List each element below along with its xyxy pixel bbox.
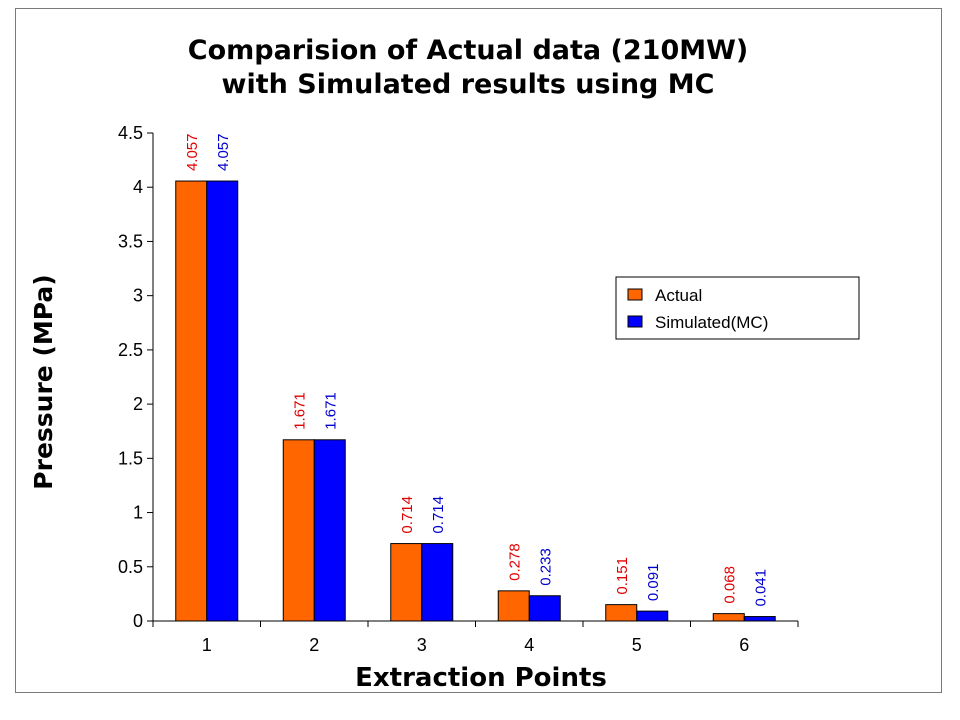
bar-simulated: [743, 616, 776, 622]
data-label-simulated: 0.041: [753, 569, 770, 607]
bar-actual: [712, 613, 745, 622]
bar-simulated: [313, 439, 346, 622]
y-tick-label: 3.5: [118, 231, 143, 251]
y-tick-label: 3: [133, 286, 143, 306]
data-label-actual: 0.151: [614, 557, 631, 595]
y-axis-title: Pressure (MPa): [29, 274, 58, 489]
x-tick-label: 6: [739, 635, 749, 655]
data-labels: 4.057 4.057 1.671 1.671 0.714 0.714 0.278 0.233…: [184, 133, 770, 606]
y-tick-label: 0.5: [118, 557, 143, 577]
x-axis-title: Extraction Points: [355, 663, 607, 692]
bar-actual: [175, 180, 208, 622]
x-tick-label: 4: [524, 635, 534, 655]
chart-frame: Comparision of Actual data (210MW) with …: [15, 8, 942, 693]
chart-title-line-1: Comparision of Actual data (210MW): [188, 35, 748, 66]
y-tick-label: 4.5: [118, 123, 143, 143]
bar-actual: [497, 590, 530, 622]
y-tick-label: 4: [133, 177, 143, 197]
bars: [175, 180, 776, 622]
x-axis: 1 2 3 4 5 6: [152, 620, 799, 655]
bar-actual: [282, 439, 315, 622]
data-label-simulated: 4.057: [215, 133, 232, 171]
bar-simulated: [528, 595, 561, 622]
x-tick-label: 3: [417, 635, 427, 655]
x-tick-label: 1: [202, 635, 212, 655]
data-label-actual: 0.068: [722, 566, 739, 604]
data-label-simulated: 0.091: [645, 564, 662, 602]
y-axis: 0 0.5 1 1.5 2 2.5 3 3.5 4 4.5: [118, 123, 154, 631]
bar-actual: [390, 543, 423, 622]
legend-label-simulated: Simulated(MC): [655, 313, 768, 332]
bar-simulated: [206, 180, 239, 622]
chart-title-line-2: with Simulated results using MC: [222, 69, 715, 100]
bar-simulated: [636, 610, 669, 622]
bar-chart: Comparision of Actual data (210MW) with …: [29, 35, 860, 692]
y-tick-label: 2.5: [118, 340, 143, 360]
legend-box: [615, 276, 860, 340]
y-tick-label: 2: [133, 394, 143, 414]
x-tick-label: 2: [309, 635, 319, 655]
y-tick-label: 1: [133, 503, 143, 523]
data-label-simulated: 0.714: [430, 496, 447, 534]
bar-actual: [605, 604, 638, 622]
legend: Actual Simulated(MC): [615, 276, 860, 340]
legend-swatch-simulated: [627, 315, 643, 328]
data-label-simulated: 1.671: [323, 392, 340, 430]
data-label-simulated: 0.233: [538, 548, 555, 586]
x-tick-label: 5: [632, 635, 642, 655]
data-label-actual: 0.714: [399, 496, 416, 534]
y-tick-label: 0: [133, 611, 143, 631]
bar-simulated: [421, 543, 454, 622]
legend-label-actual: Actual: [655, 286, 702, 305]
legend-swatch-actual: [627, 288, 643, 301]
y-tick-label: 1.5: [118, 448, 143, 468]
data-label-actual: 4.057: [184, 133, 201, 171]
data-label-actual: 0.278: [507, 543, 524, 581]
data-label-actual: 1.671: [292, 392, 309, 430]
